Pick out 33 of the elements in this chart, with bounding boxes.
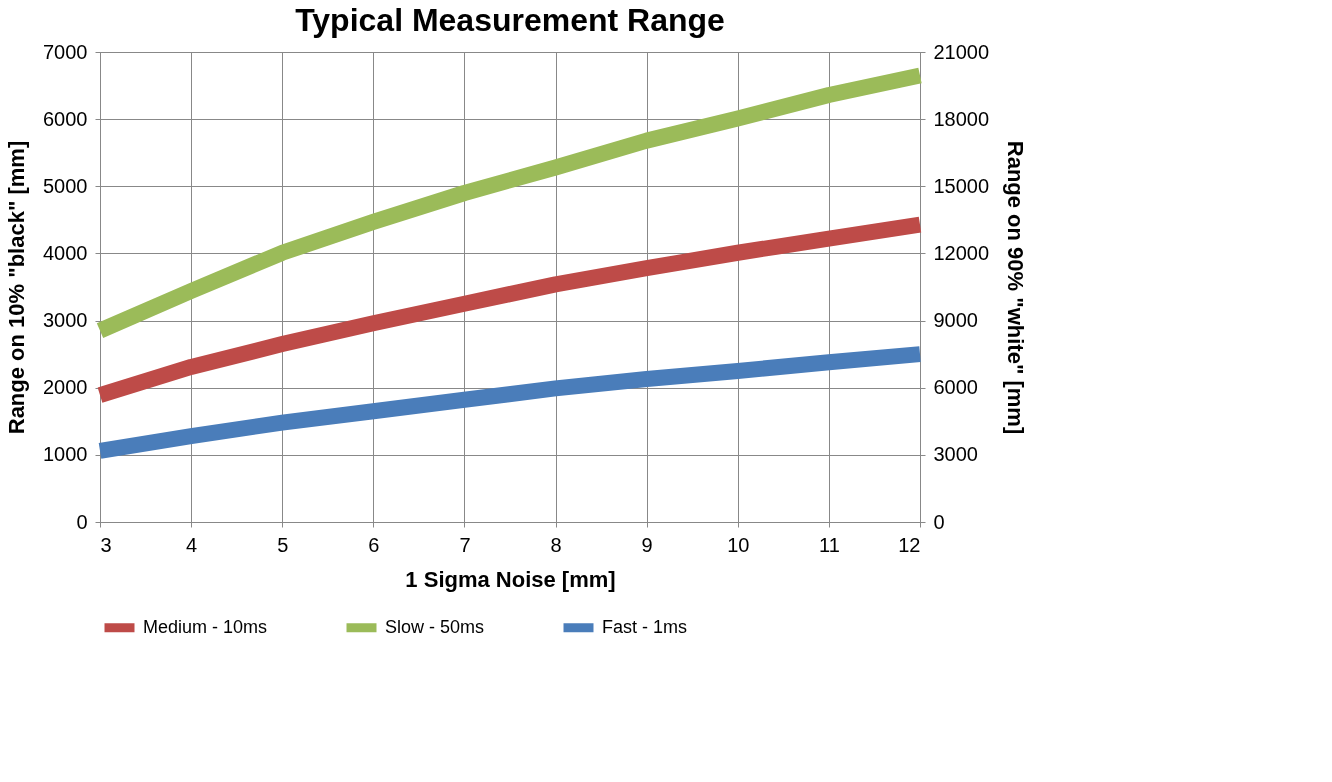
legend-label: Fast - 1ms [602,616,688,637]
y-tick-label: 4000 [43,241,88,264]
legend-label: Medium - 10ms [143,616,268,637]
y-tick-label: 2000 [43,376,88,399]
y2-tick-label: 12000 [933,241,990,264]
y-tick-label: 0 [76,510,88,533]
chart-title: Typical Measurement Range [295,2,725,38]
y2-tick-label: 6000 [933,376,978,399]
y2-tick-label: 15000 [933,174,990,197]
x-tick-label: 7 [459,533,471,556]
x-tick-label: 3 [100,533,112,556]
x-tick-label: 6 [368,533,380,556]
x-tick-label: 10 [727,533,750,556]
x-tick-label: 12 [898,533,921,556]
y-tick-label: 5000 [43,174,88,197]
legend-label: Slow - 50ms [385,616,485,637]
y-tick-label: 7000 [43,40,88,63]
y2-tick-label: 0 [933,510,945,533]
y2-tick-label: 18000 [933,107,990,130]
y-tick-label: 1000 [43,443,88,466]
x-axis-title: 1 Sigma Noise [mm] [405,566,616,592]
y-tick-label: 6000 [43,107,88,130]
x-tick-label: 11 [819,533,840,556]
y2-tick-label: 9000 [933,309,978,332]
y2-axis-title: Range on 90% "white" [mm] [1003,140,1029,435]
x-tick-label: 5 [277,533,289,556]
y2-tick-label: 21000 [933,40,990,63]
y-axis-title: Range on 10% "black" [mm] [4,140,30,435]
y2-tick-label: 3000 [933,443,978,466]
x-tick-label: 8 [550,533,562,556]
y-tick-label: 3000 [43,309,88,332]
x-tick-label: 9 [641,533,653,556]
x-tick-label: 4 [186,533,198,556]
